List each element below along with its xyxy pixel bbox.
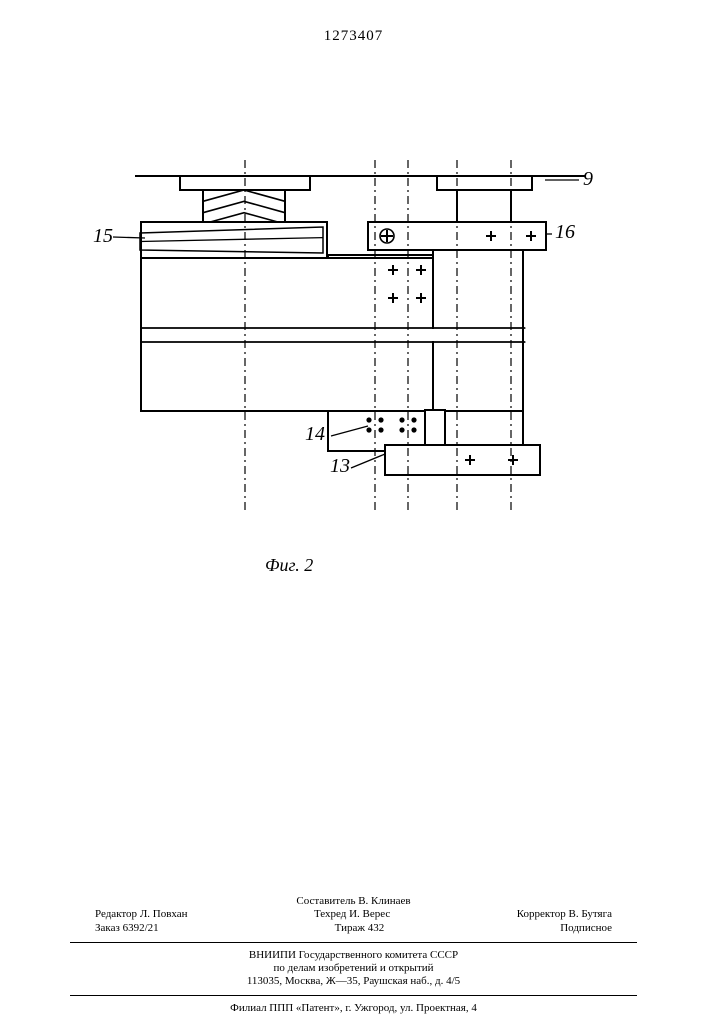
editor-label: Редактор	[95, 908, 137, 920]
compiler-label: Составитель	[296, 895, 355, 907]
footer-rule-1	[70, 942, 637, 943]
subscription: Подписное	[560, 922, 612, 934]
footer-rule-2	[70, 995, 637, 996]
order-value: 6392/21	[123, 922, 159, 934]
page-number: 1273407	[0, 28, 707, 45]
print-run-value: 432	[368, 922, 385, 934]
corrector-name: В. Бутяга	[568, 908, 612, 920]
print-run-label: Тираж	[335, 922, 365, 934]
svg-text:15: 15	[93, 225, 113, 247]
figure-caption: Фиг. 2	[265, 555, 313, 576]
technical-figure: 9 1314 15 16	[85, 110, 605, 530]
org-line-2: по делам изобретений и открытий	[0, 962, 707, 974]
svg-text:13: 13	[330, 455, 350, 477]
compiler-name: В. Клинаев	[358, 895, 410, 907]
address-2: Филиал ППП «Патент», г. Ужгород, ул. Про…	[0, 1002, 707, 1014]
editor-name: Л. Повхан	[140, 908, 188, 920]
tech-label: Техред	[314, 908, 346, 920]
org-line-1: ВНИИПИ Государственного комитета СССР	[0, 949, 707, 961]
corrector-label: Корректор	[517, 908, 566, 920]
footer-block: Составитель В. Клинаев Редактор Л. Повха…	[0, 895, 707, 1015]
order-label: Заказ	[95, 922, 120, 934]
svg-text:16: 16	[555, 221, 575, 243]
tech-name: И. Верес	[349, 908, 390, 920]
svg-text:9: 9	[583, 168, 593, 190]
address-1: 113035, Москва, Ж—35, Раушская наб., д. …	[0, 975, 707, 987]
svg-text:14: 14	[305, 423, 325, 445]
